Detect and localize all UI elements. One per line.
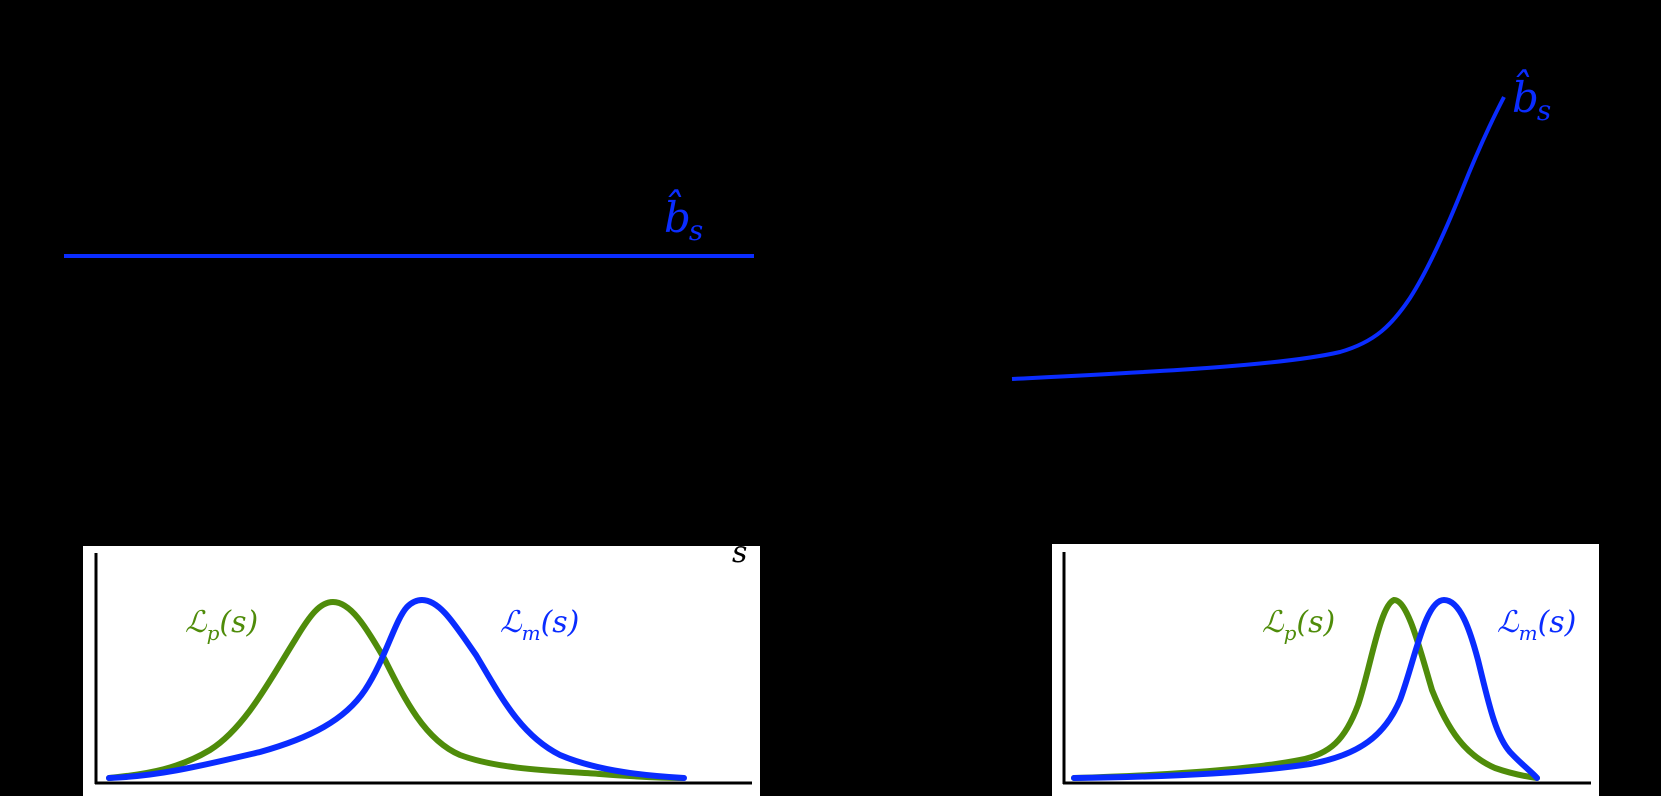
panel-top-left: b̂s xyxy=(64,188,754,258)
lp-label-right: ℒp(s) xyxy=(1262,605,1335,645)
panel-top-right: b̂s xyxy=(1011,68,1551,381)
panel-bottom-left: s ℒp(s) ℒm(s) xyxy=(83,535,760,796)
lp-label-left: ℒp(s) xyxy=(185,605,258,645)
lm-label-right: ℒm(s) xyxy=(1497,605,1576,645)
bs-rising-curve xyxy=(1011,96,1506,381)
lp-curve-right xyxy=(1071,596,1540,781)
lm-curve-right xyxy=(1071,596,1540,781)
plot-background-left xyxy=(83,546,760,796)
lp-curve-left xyxy=(106,598,686,781)
s-axis-label: s xyxy=(732,535,747,570)
lm-curve-left xyxy=(106,596,687,781)
panel-bottom-right: ℒp(s) ℒm(s) xyxy=(1052,544,1599,796)
lm-label-left: ℒm(s) xyxy=(500,605,579,645)
bs-label-right: b̂s xyxy=(1512,68,1551,127)
bs-label-left: b̂s xyxy=(664,188,703,247)
